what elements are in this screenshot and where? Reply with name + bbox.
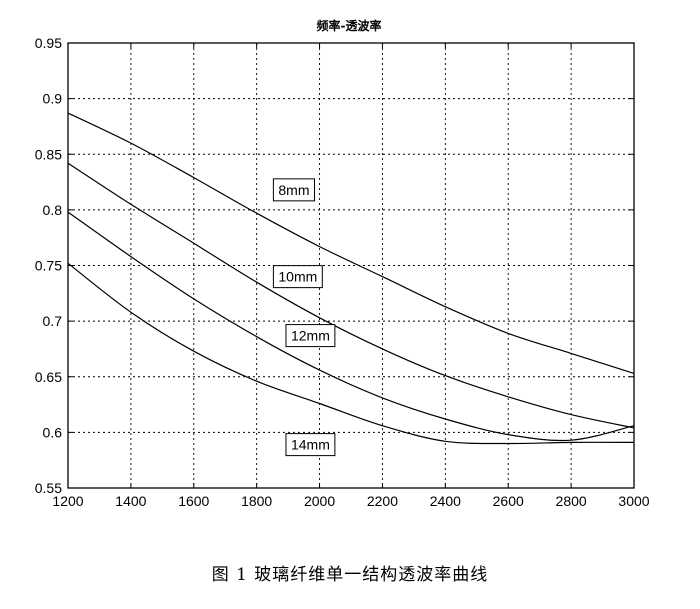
y-tick-label: 0.95 <box>35 35 62 51</box>
y-tick-label: 0.7 <box>43 313 63 329</box>
x-tick-label: 3000 <box>618 493 649 509</box>
x-tick-label: 2600 <box>493 493 524 509</box>
y-tick-label: 0.75 <box>35 258 62 274</box>
series-label-box <box>285 324 336 348</box>
series-label-8mm: 8mm <box>272 178 316 202</box>
series-line-10mm <box>67 162 635 429</box>
x-tick-label: 1800 <box>241 493 272 509</box>
series-lines <box>67 112 635 445</box>
series-label-12mm: 12mm <box>285 324 336 348</box>
chart-title: 频率-透波率 <box>317 18 382 33</box>
series-label-text: 10mm <box>278 269 317 285</box>
series-label-10mm: 10mm <box>272 265 323 289</box>
y-tick-label: 0.65 <box>35 369 62 385</box>
series-label-text: 14mm <box>291 437 330 453</box>
x-tick-label: 1600 <box>178 493 209 509</box>
series-labels: 8mm 10mm 12mm 14mm <box>272 178 336 457</box>
series-line-12mm <box>67 211 635 442</box>
x-tick-label: 1200 <box>52 493 83 509</box>
series-line-8mm <box>67 112 635 374</box>
y-tick-label: 0.55 <box>35 480 62 496</box>
series-label-14mm: 14mm <box>285 433 336 457</box>
series-line-14mm <box>67 262 635 445</box>
y-tick-label: 0.8 <box>43 202 63 218</box>
grid <box>68 43 634 488</box>
y-tick-label: 0.85 <box>35 146 62 162</box>
y-tick-label: 0.6 <box>43 424 63 440</box>
y-tick-label: 0.9 <box>43 91 63 107</box>
series-label-text: 12mm <box>291 328 330 344</box>
series-label-box <box>272 178 316 202</box>
x-tick-label: 2800 <box>556 493 587 509</box>
x-tick-label: 2000 <box>304 493 335 509</box>
series-label-box <box>285 433 336 457</box>
x-tick-label: 2400 <box>430 493 461 509</box>
series-label-box <box>272 265 323 289</box>
x-tick-label: 2200 <box>367 493 398 509</box>
x-tick-label: 1400 <box>115 493 146 509</box>
axis-ticks: 1200 1400 1600 1800 2000 2200 2400 2600 2800 3000… <box>35 35 650 509</box>
series-label-text: 8mm <box>278 182 309 198</box>
figure-caption: 图 1 玻璃纤维单一结构透波率曲线 <box>211 565 489 585</box>
